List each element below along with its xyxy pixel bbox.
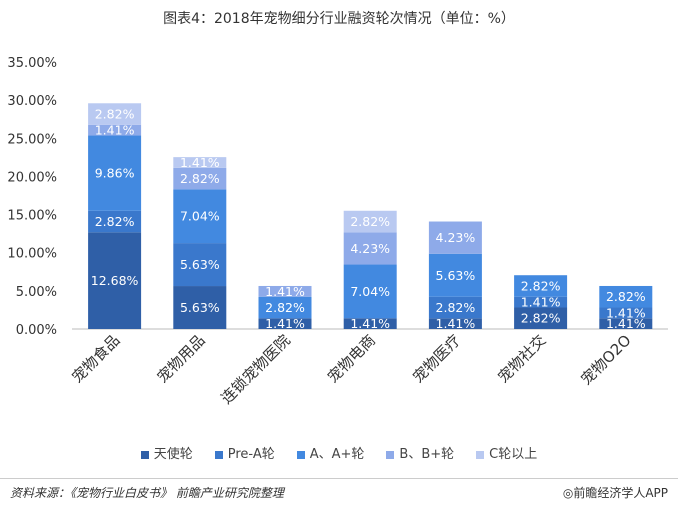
data-label: 2.82% — [436, 300, 476, 315]
data-label: 5.63% — [436, 268, 476, 283]
y-tick-label: 10.00% — [7, 247, 57, 262]
bar-segment — [258, 296, 312, 319]
legend-item: Pre-A轮 — [214, 443, 275, 462]
x-tick-label: 宠物食品 — [68, 331, 123, 386]
bar-segment — [88, 103, 142, 125]
x-tick-label: 宠物医疗 — [409, 331, 464, 386]
data-label: 7.04% — [180, 209, 220, 224]
bar-segment — [599, 318, 653, 329]
data-label: 1.41% — [521, 295, 561, 310]
data-label: 1.41% — [180, 155, 220, 170]
bar-segment — [173, 189, 227, 244]
data-label: 1.41% — [436, 316, 476, 331]
divider — [0, 478, 678, 479]
data-label: 1.41% — [265, 316, 305, 331]
legend-swatch — [140, 450, 149, 459]
y-tick-label: 5.00% — [16, 285, 57, 300]
data-label: 1.41% — [606, 316, 646, 331]
data-label: 7.04% — [350, 284, 390, 299]
bar-segment — [514, 275, 568, 297]
data-label: 2.82% — [265, 300, 305, 315]
x-tick-label: 宠物用品 — [153, 331, 208, 386]
y-tick-label: 0.00% — [16, 323, 57, 338]
data-label: 2.82% — [95, 107, 135, 122]
legend-item: 天使轮 — [140, 443, 193, 462]
source-note: 资料来源：《宠物行业白皮书》 前瞻产业研究院整理 — [10, 486, 284, 500]
bar-segment — [88, 135, 142, 211]
data-label: 2.82% — [606, 289, 646, 304]
chart-plot: 0.00% 5.00% 10.00% 15.00% 20.00% 25.00% 30.00%… — [7, 56, 668, 407]
bar-segment — [599, 285, 653, 308]
legend-item: C轮以上 — [476, 443, 537, 462]
legend-label: Pre-A轮 — [227, 447, 275, 462]
bar-segment — [343, 210, 397, 233]
bar-segment — [173, 157, 227, 168]
bar-segment — [88, 210, 142, 233]
legend-item: B、B+轮 — [386, 443, 454, 462]
legend-label: B、B+轮 — [399, 447, 455, 462]
legend-swatch — [214, 450, 223, 459]
x-tick-label: 宠物O2O — [577, 331, 634, 388]
bar-segment — [514, 296, 568, 308]
legend-swatch — [296, 450, 305, 459]
data-label: 4.23% — [350, 241, 390, 256]
bar-segment — [173, 286, 227, 329]
data-label: 1.41% — [265, 284, 305, 299]
bar-segment — [428, 221, 482, 254]
data-label: 9.86% — [95, 166, 135, 181]
bar-segment — [514, 307, 568, 329]
bar-segment — [343, 318, 397, 329]
brand-label: ◎前瞻经济学人APP — [562, 486, 668, 500]
y-tick-label: 35.00% — [7, 56, 57, 71]
y-tick-label: 30.00% — [7, 94, 57, 109]
bar-segment — [599, 307, 653, 319]
data-label: 1.41% — [606, 305, 646, 320]
bar-segment — [173, 167, 227, 190]
data-label: 2.82% — [95, 214, 135, 229]
data-label: 4.23% — [436, 230, 476, 245]
y-tick-label: 25.00% — [7, 132, 57, 147]
legend-label: C轮以上 — [489, 447, 538, 462]
legend-item: A、A+轮 — [296, 443, 365, 462]
legend: 天使轮 Pre-A轮 A、A+轮 B、B+轮 C轮以上 — [0, 443, 678, 462]
data-label: 1.41% — [350, 316, 390, 331]
bar-segment — [88, 232, 142, 329]
legend-label: 天使轮 — [153, 447, 193, 462]
data-label: 2.82% — [521, 278, 561, 293]
y-tick-label: 15.00% — [7, 209, 57, 224]
data-label: 5.63% — [180, 257, 220, 272]
legend-swatch — [386, 450, 395, 459]
x-tick-label: 宠物电商 — [324, 331, 379, 386]
data-label: 5.63% — [180, 300, 220, 315]
data-label: 12.68% — [91, 273, 139, 288]
bar-segment — [343, 264, 397, 319]
bar-segment — [258, 318, 312, 329]
data-label: 2.82% — [350, 214, 390, 229]
y-tick-label: 20.00% — [7, 170, 57, 185]
x-tick-label: 宠物社交 — [494, 331, 549, 386]
data-label: 2.82% — [180, 171, 220, 186]
bar-segment — [173, 243, 227, 287]
bar-segment — [88, 124, 142, 136]
bar-segment — [428, 253, 482, 297]
chart-title: 图表4：2018年宠物细分行业融资轮次情况（单位：%） — [163, 11, 515, 27]
legend-swatch — [476, 450, 485, 459]
bar-segment — [258, 285, 312, 297]
x-tick-label: 连锁宠物医院 — [217, 331, 293, 407]
bar-segment — [428, 296, 482, 319]
bar-segment — [428, 318, 482, 329]
data-label: 1.41% — [95, 123, 135, 138]
legend-label: A、A+轮 — [309, 447, 365, 462]
bar-segment — [343, 232, 397, 265]
data-label: 2.82% — [521, 311, 561, 326]
